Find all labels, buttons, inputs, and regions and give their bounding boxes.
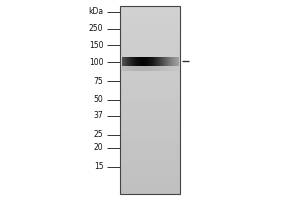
Text: 250: 250 — [89, 24, 103, 33]
Text: 150: 150 — [89, 41, 103, 50]
Text: 100: 100 — [89, 58, 103, 67]
Text: 75: 75 — [94, 77, 103, 86]
Text: 20: 20 — [94, 143, 104, 152]
Text: 25: 25 — [94, 130, 104, 139]
Text: 15: 15 — [94, 162, 104, 171]
Text: kDa: kDa — [88, 7, 104, 16]
Text: 37: 37 — [94, 111, 103, 120]
Text: 50: 50 — [94, 96, 103, 104]
Bar — [120, 6, 180, 194]
